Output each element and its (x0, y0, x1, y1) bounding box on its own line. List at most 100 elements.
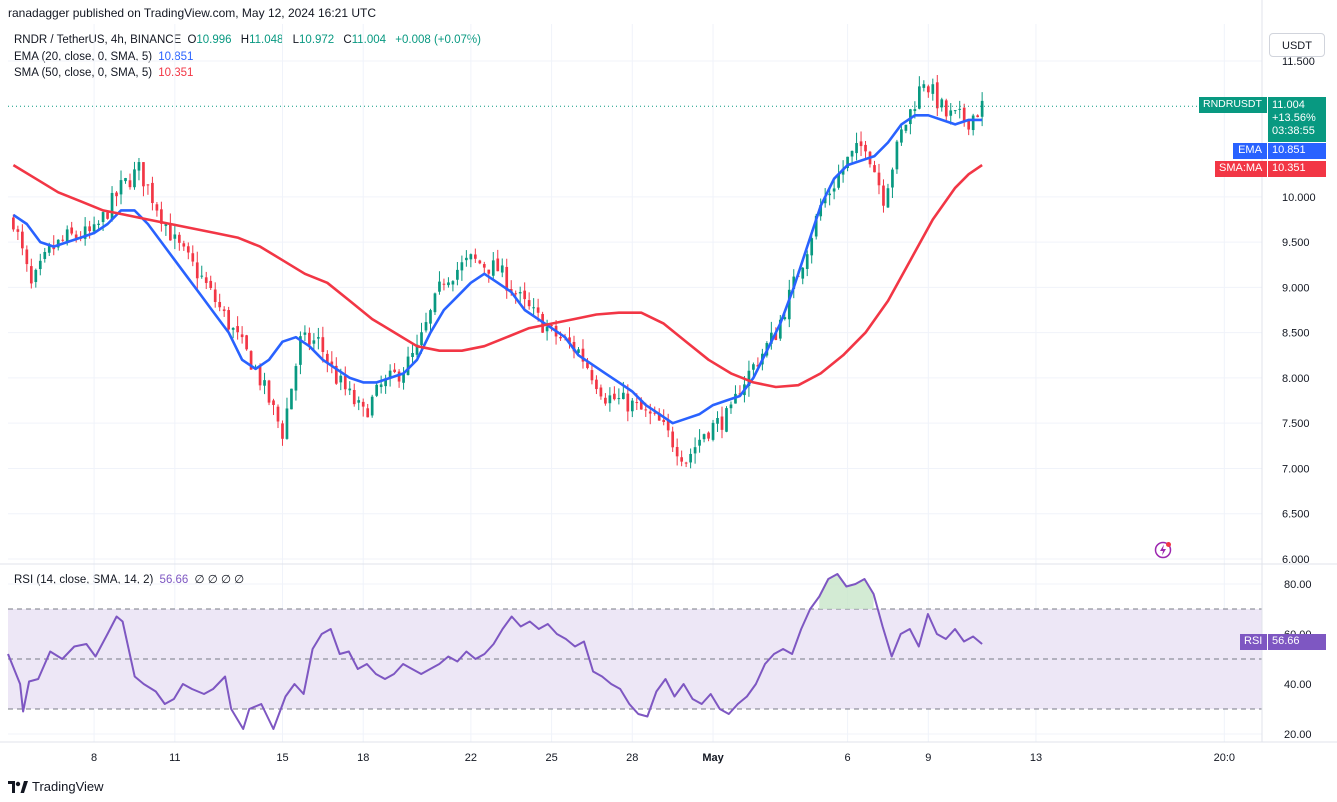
candle-body (787, 289, 791, 320)
candle-body (213, 289, 217, 303)
candle-body (83, 226, 87, 239)
candle-body (352, 389, 356, 405)
candle-body (155, 204, 159, 211)
candle-body (774, 332, 778, 341)
candle-body (361, 401, 365, 407)
candle-body (473, 254, 477, 259)
candle-body (334, 365, 338, 384)
alert-icon[interactable] (1154, 541, 1172, 559)
candle-body (384, 378, 387, 387)
candle-body (393, 369, 396, 373)
candle-body (47, 244, 51, 253)
legend-open-label: O (187, 34, 197, 46)
candle-body (541, 313, 544, 333)
candle-body (971, 115, 975, 131)
candle-body (828, 193, 831, 196)
sma-line (12, 163, 983, 389)
candle-body (258, 365, 262, 386)
candle-body (671, 431, 675, 448)
sma-legend[interactable]: SMA (50, close, 0, SMA, 5) 10.351 (14, 67, 196, 79)
y-tick-label: 7.000 (1282, 463, 1310, 475)
y-tick-label: 9.500 (1282, 237, 1310, 249)
candle-body (433, 293, 437, 313)
sma-price-label: 10.351 (1268, 161, 1326, 177)
rsi-band-fill (8, 609, 1262, 709)
candle-body (370, 396, 374, 416)
candle-body (716, 417, 719, 424)
candle-body (657, 412, 661, 421)
candle-body (626, 393, 630, 412)
candle-body (447, 282, 450, 286)
candle-body (765, 343, 769, 356)
candle-body (231, 327, 235, 330)
candle-body (456, 269, 459, 280)
ema-legend[interactable]: EMA (20, close, 0, SMA, 5) 10.851 (14, 51, 196, 63)
legend-close: C11.004 (343, 34, 389, 46)
candle-body (859, 141, 863, 147)
candle-body (61, 239, 65, 241)
candle-body (617, 398, 621, 400)
candle-body (581, 348, 585, 362)
grid-lines (8, 24, 1262, 742)
footer-brand[interactable]: TradingView (8, 779, 104, 794)
axes: 6.000 6.500 7.000 7.500 8.000 8.500 9.000 9.500… (0, 0, 1337, 764)
candle-body (613, 393, 616, 400)
legend-high-label: H (240, 34, 250, 46)
candle-body (133, 169, 136, 188)
candle-body (402, 373, 405, 383)
candle-body (666, 420, 670, 431)
candle-body (698, 439, 701, 446)
candle-body (805, 254, 809, 269)
x-tick-label: 11 (169, 752, 180, 764)
candle-body (882, 185, 885, 206)
ema-legend-value: 10.851 (158, 51, 194, 63)
candle-body (590, 370, 594, 381)
candle-body (43, 251, 47, 259)
legend-high: H11.048 (241, 34, 287, 46)
candle-body (900, 129, 903, 143)
candle-body (980, 100, 984, 117)
candle-body (648, 411, 652, 414)
candle-body (931, 84, 935, 94)
candle-body (527, 300, 531, 307)
candle-body (761, 353, 764, 365)
candle-body (778, 319, 782, 339)
candle-body (563, 337, 567, 339)
x-tick-label: 9 (925, 752, 931, 764)
legend-symbol: RNDR / TetherUS, 4h, BINANCE (14, 34, 182, 46)
candle-body (195, 262, 199, 279)
rsi-band (8, 608, 1262, 710)
x-tick-label: 25 (545, 752, 557, 764)
candle-body (442, 283, 446, 285)
candle-body (110, 192, 114, 221)
candle-body (56, 239, 60, 248)
candle-body (962, 107, 966, 121)
candle-body (388, 370, 392, 379)
candle-body (249, 351, 253, 370)
bar-countdown: 03:38:55 (1272, 125, 1315, 137)
candle-body (850, 150, 854, 157)
currency-button[interactable]: USDT (1269, 33, 1325, 57)
candle-body (321, 337, 325, 352)
rsi-legend-empties: ∅ ∅ ∅ ∅ (194, 574, 245, 586)
candle-body (276, 406, 280, 422)
main-legend[interactable]: RNDR / TetherUS, 4h, BINANCE O10.996 H11… (14, 34, 484, 46)
candle-body (70, 227, 74, 234)
y-tick-label: 8.500 (1282, 328, 1310, 340)
x-tick-label: 28 (626, 752, 638, 764)
rsi-legend[interactable]: RSI (14, close, SMA, 14, 2) 56.66 ∅ ∅ ∅ … (14, 572, 247, 586)
x-tick-label: 8 (91, 752, 97, 764)
candle-body (886, 188, 890, 208)
candle-body (707, 432, 710, 439)
legend-low-value: 10.972 (299, 34, 335, 46)
candle-body (662, 419, 666, 422)
candle-body (308, 332, 311, 345)
candle-body (568, 337, 571, 343)
candle-body (743, 384, 746, 396)
legend-close-value: 11.004 (351, 34, 387, 46)
candle-body (151, 182, 154, 204)
legend-high-value: 11.048 (249, 34, 284, 46)
rsi-tag: RSI (1240, 634, 1267, 650)
x-tick-label: 22 (465, 752, 477, 764)
